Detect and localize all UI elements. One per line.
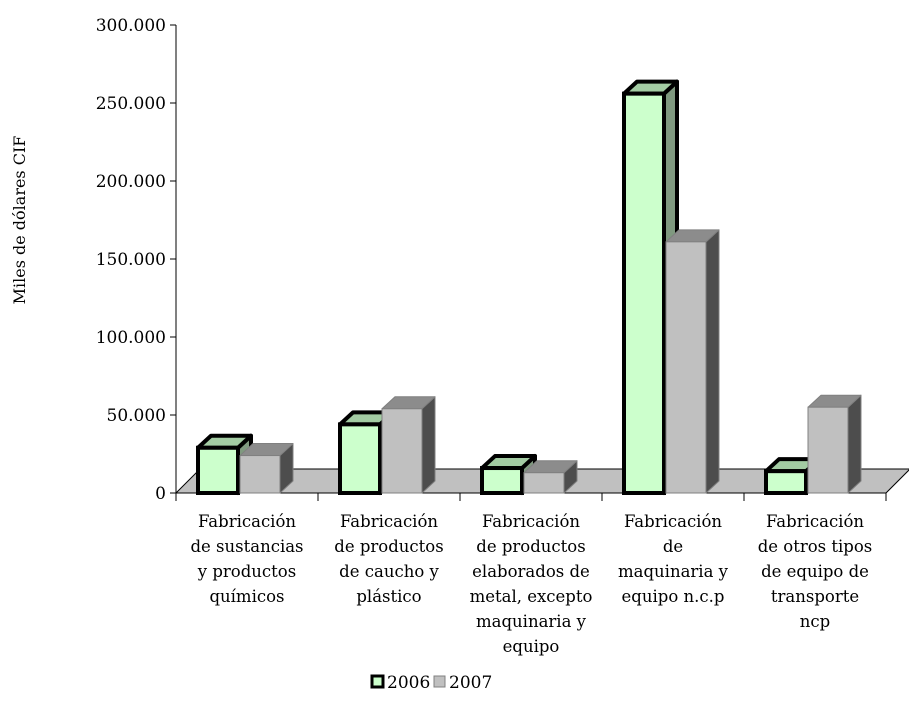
bar-2007 (523, 460, 578, 494)
x-category-label: Fabricación (482, 512, 580, 531)
bar-side (847, 394, 862, 494)
y-tick-label: 250.000 (96, 94, 166, 114)
x-category-label: elaborados de (472, 562, 590, 581)
legend: 2006 2007 (370, 673, 492, 693)
y-axis-label: Miles de dólares CIF (10, 136, 29, 305)
bar-2007 (807, 394, 862, 494)
bar-front (523, 472, 565, 494)
x-category-label: Fabricación (766, 512, 864, 531)
x-category-label: ncp (800, 612, 830, 631)
y-tick-label: 300.000 (96, 16, 166, 36)
bar-front (196, 445, 240, 496)
x-category-label: de productos (334, 537, 443, 556)
bar-side (705, 229, 720, 494)
x-category-label: de equipo de (761, 562, 869, 581)
bar-2007 (381, 396, 436, 494)
bar-front (381, 408, 423, 494)
legend-label: 2006 (387, 673, 430, 693)
bars (196, 79, 862, 496)
category-labels: Fabricación de sustancias y productos quími… (175, 493, 887, 656)
x-category-label: maquinaria y (476, 612, 587, 631)
legend-swatch (370, 674, 385, 689)
y-tick-label: 100.000 (96, 328, 166, 348)
x-category-label: metal, excepto (470, 587, 593, 606)
y-axis: 0 50.000 100.000 150.000 200.000 250.000 300.0… (96, 16, 177, 504)
x-category-label: de otros tipos (758, 537, 873, 556)
bar-front (338, 422, 382, 495)
bar-front (764, 469, 808, 496)
x-category-label: y productos (197, 562, 296, 581)
bar-2007 (665, 229, 720, 494)
bar-front (480, 466, 524, 496)
bar-front (807, 406, 849, 494)
legend-item-2007: 2007 (433, 673, 492, 693)
x-category-label: Fabricación (340, 512, 438, 531)
x-category-label: de sustancias (190, 537, 303, 556)
legend-label: 2007 (449, 673, 492, 693)
x-category-label: maquinaria y (618, 562, 729, 581)
bar-front (239, 455, 281, 494)
y-tick-label: 200.000 (96, 172, 166, 192)
bar-front (665, 241, 707, 494)
x-category-label: equipo n.c.p (622, 587, 725, 606)
x-category-label: transporte (771, 587, 859, 606)
bar-2007 (239, 443, 294, 494)
x-category-label: de (663, 537, 683, 556)
bar-side (421, 396, 436, 494)
y-tick-label: 0 (155, 484, 166, 504)
bar-front (622, 91, 666, 495)
x-category-label: Fabricación (624, 512, 722, 531)
y-tick-label: 150.000 (96, 250, 166, 270)
x-category-label: plástico (356, 587, 421, 606)
x-category-label: equipo (503, 637, 560, 656)
x-category-label: químicos (209, 587, 284, 606)
legend-swatch (433, 675, 446, 688)
y-tick-label: 50.000 (107, 406, 166, 426)
x-category-label: de caucho y (339, 562, 439, 581)
legend-item-2006: 2006 (370, 673, 430, 693)
x-category-label: Fabricación (198, 512, 296, 531)
x-category-label: de productos (476, 537, 585, 556)
